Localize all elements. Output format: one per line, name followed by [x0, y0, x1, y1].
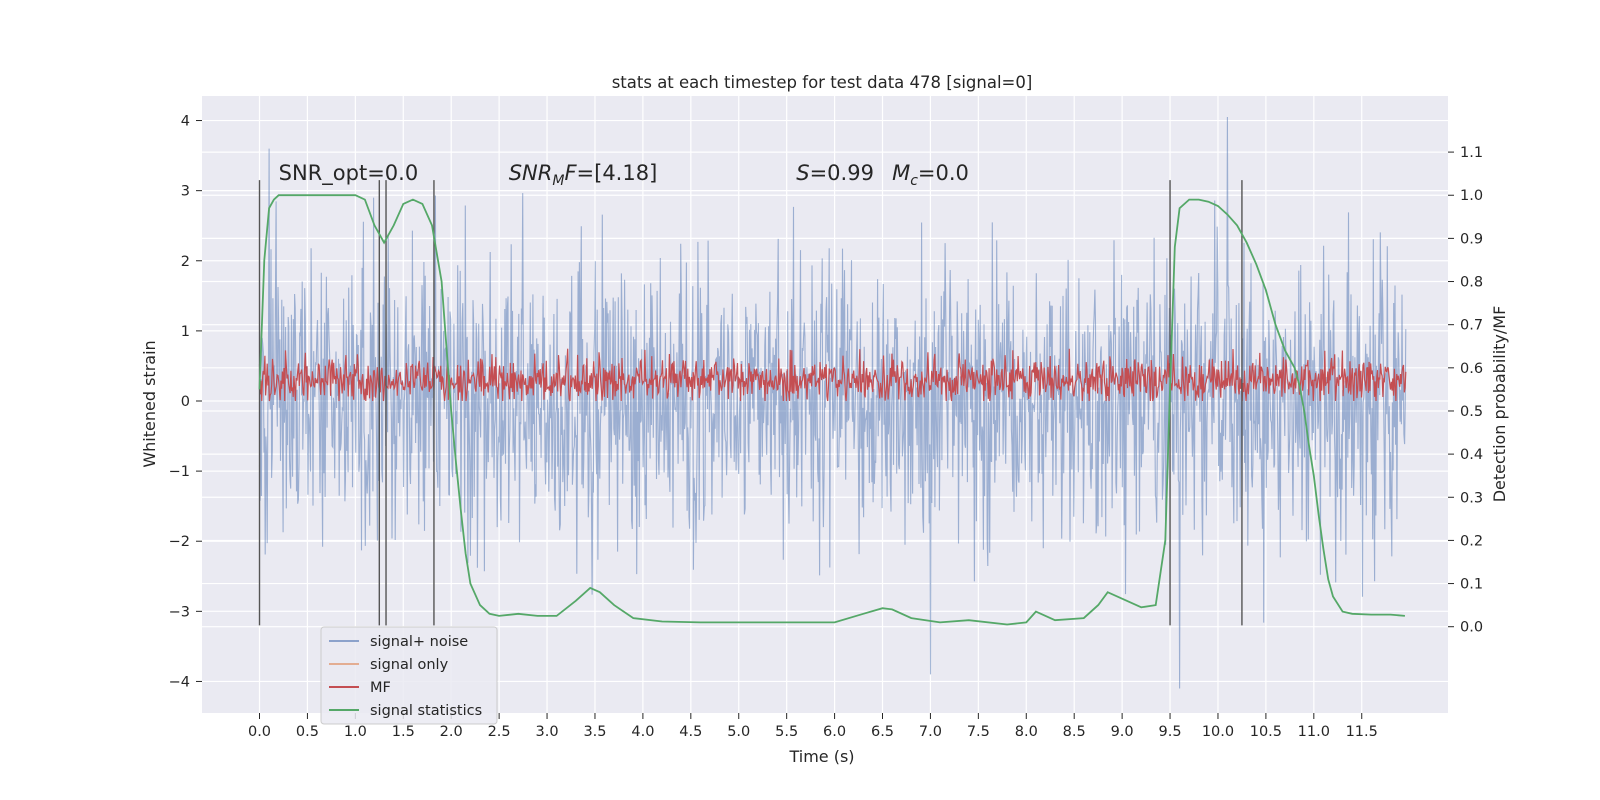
- x-tick-label: 4.5: [679, 724, 702, 740]
- x-tick-label: 8.0: [1015, 724, 1038, 740]
- legend-label: signal statistics: [370, 703, 482, 719]
- y-tick-label: 1: [181, 324, 190, 340]
- x-axis-label: Time (s): [788, 747, 854, 766]
- series-signal-statistics-line: [258, 194, 1405, 626]
- x-tick-label: 9.5: [1159, 724, 1182, 740]
- y-right-tick-label: 1.0: [1460, 188, 1483, 204]
- x-tick-label: 11.0: [1298, 724, 1330, 740]
- y-right-tick-label: 0.2: [1460, 533, 1483, 549]
- legend-box: [320, 626, 498, 725]
- x-tick-label: 1.0: [344, 724, 367, 740]
- y-tick-label: −1: [169, 464, 190, 480]
- y-tick-label: 0: [181, 394, 190, 410]
- x-tick-label: 5.5: [775, 724, 798, 740]
- y-right-tick-label: 0.5: [1460, 404, 1483, 420]
- x-tick-label: 6.0: [823, 724, 846, 740]
- legend-label: MF: [370, 680, 391, 696]
- x-tick-label: 10.5: [1250, 724, 1282, 740]
- series-signal-noise-line: [258, 116, 1407, 689]
- legend-label: signal only: [370, 657, 449, 673]
- x-tick-label: 10.0: [1202, 724, 1234, 740]
- x-tick-label: 2.0: [440, 724, 463, 740]
- data-layer: [258, 116, 1407, 689]
- x-tick-label: 3.0: [536, 724, 559, 740]
- chart-title: stats at each timestep for test data 478…: [612, 73, 1033, 92]
- y-axis-label-right: Detection probability/MF: [1490, 306, 1509, 503]
- x-tick-label: 1.5: [392, 724, 415, 740]
- x-tick-label: 3.5: [583, 724, 606, 740]
- y-right-tick-label: 0.0: [1460, 620, 1483, 636]
- annotation-mc: Mc=0.0: [892, 161, 969, 189]
- legend-label: signal+ noise: [370, 634, 468, 650]
- y-tick-label: −4: [169, 674, 190, 690]
- y-right-tick-label: 0.3: [1460, 490, 1483, 506]
- x-tick-label: 9.0: [1111, 724, 1134, 740]
- annotation-layer: SNR_opt=0.0 SNRMF=[4.18] S=0.99 Mc=0.0: [279, 161, 969, 189]
- y-right-tick-label: 0.7: [1460, 318, 1483, 334]
- x-tick-label: 6.5: [871, 724, 894, 740]
- axes-layer: 4 3 2 1 0 −1 −2 −3 −4 1.1 1.0 0.9 0.8 0.7 0.6 0.5 0.4 0.3…: [169, 114, 1483, 740]
- x-tick-label: 0.5: [296, 724, 319, 740]
- x-tick-label: 2.5: [488, 724, 511, 740]
- legend: signal+ noise signal only MF signal statist…: [320, 626, 498, 725]
- y-right-tick-label: 0.9: [1460, 231, 1483, 247]
- y-tick-label: −3: [169, 604, 190, 620]
- y-tick-label: 3: [181, 184, 190, 200]
- x-tick-label: 8.5: [1063, 724, 1086, 740]
- x-tick-label: 11.5: [1346, 724, 1378, 740]
- y-right-tick-label: 0.6: [1460, 361, 1483, 377]
- annotation-s: S=0.99: [796, 161, 874, 185]
- annotation-snr-mf: SNRMF=[4.18]: [509, 161, 658, 189]
- x-tick-label: 0.0: [248, 724, 271, 740]
- x-tick-label: 7.0: [919, 724, 942, 740]
- y-right-tick-label: 1.1: [1460, 145, 1483, 161]
- y-tick-label: 2: [181, 254, 190, 270]
- y-axis-label: Whitened strain: [140, 340, 159, 467]
- series-mf-line: [258, 348, 1407, 402]
- y-tick-label: −2: [169, 534, 190, 550]
- x-tick-label: 7.5: [967, 724, 990, 740]
- annotation-snr-opt: SNR_opt=0.0: [279, 161, 419, 186]
- y-tick-label: 4: [181, 114, 190, 130]
- y-right-tick-label: 0.8: [1460, 275, 1483, 291]
- x-tick-label: 4.0: [631, 724, 654, 740]
- y-right-tick-label: 0.4: [1460, 447, 1483, 463]
- y-right-tick-label: 0.1: [1460, 577, 1483, 593]
- x-tick-label: 5.0: [727, 724, 750, 740]
